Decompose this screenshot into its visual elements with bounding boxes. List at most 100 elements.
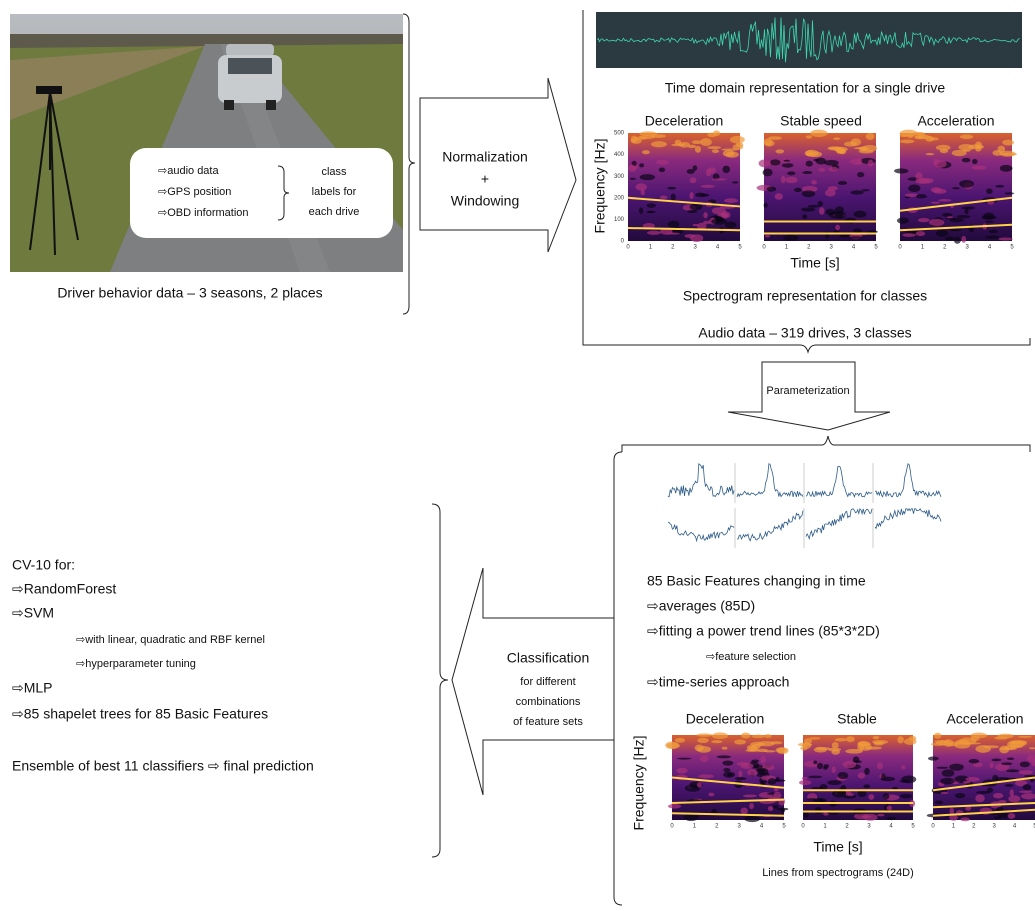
spectrogram-texture (1008, 795, 1020, 802)
spectrogram-texture (952, 150, 967, 156)
x-tick-label: 0 (801, 824, 805, 830)
class-label: labels for (312, 186, 357, 198)
spectrogram-texture (690, 203, 703, 210)
spectrogram (798, 735, 917, 821)
spectrogram-texture (802, 214, 807, 218)
spectrogram-texture (635, 183, 647, 190)
spectrogram-texture (907, 133, 913, 138)
spectrogram-texture (783, 235, 798, 241)
svm-option: ⇨with linear, quadratic and RBF kernel (76, 634, 265, 646)
spectrogram-texture (986, 188, 992, 193)
spectrogram-caption: Spectrogram representation for classes (683, 288, 927, 304)
spectrogram-texture (864, 768, 869, 775)
spectrogram-texture (697, 782, 702, 788)
spectrogram-texture (873, 736, 880, 740)
spectrogram-texture (825, 209, 835, 215)
spectrogram-texture (659, 168, 665, 173)
spectrogram-texture (775, 779, 786, 782)
spectrogram-texture (646, 211, 655, 213)
x-tick-label: 2 (715, 824, 719, 830)
spectrogram-texture (832, 742, 839, 749)
spectrogram-texture (749, 803, 754, 809)
spectrogram-texture (744, 815, 760, 822)
x-tick-label: 2 (671, 245, 675, 251)
spectrogram-texture (900, 794, 912, 798)
feature-item: ⇨fitting a power trend lines (85*3*2D) (647, 623, 880, 639)
spectrogram-texture (639, 207, 643, 214)
spectrogram-texture (810, 130, 828, 137)
spectrogram-texture (832, 767, 836, 773)
photo-caption: Driver behavior data – 3 seasons, 2 plac… (57, 285, 322, 301)
spectrogram-texture (850, 190, 863, 194)
spectrogram-texture (770, 159, 781, 165)
x-tick-label: 2 (807, 245, 811, 251)
spectrogram-texture (825, 231, 829, 238)
spectrogram-texture (897, 218, 909, 224)
spectrogram-texture (717, 213, 728, 216)
spectrogram-texture (1019, 770, 1033, 774)
spectrogram-texture (684, 234, 695, 238)
spectrogram-texture (806, 135, 812, 138)
spectrogram-texture (933, 159, 940, 165)
spectrogram-texture (865, 746, 882, 749)
spectrogram-texture (887, 817, 897, 820)
spectrogram-texture (736, 142, 744, 147)
spectrogram-texture (695, 146, 701, 153)
spectrogram-texture (828, 167, 838, 172)
spectrogram-texture (863, 784, 870, 788)
spectrogram-texture (881, 773, 886, 780)
panel-caption: Lines from spectrograms (24D) (762, 867, 914, 879)
spectrogram-texture (900, 134, 908, 137)
spectrogram-texture (975, 794, 984, 802)
spectrogram-texture (1001, 762, 1012, 765)
class-title: Stable (837, 711, 877, 727)
classifier-item: ⇨MLP (12, 680, 53, 696)
spectrogram-texture (689, 192, 693, 199)
spectrogram-texture (995, 185, 1004, 188)
spectrogram-texture (954, 237, 961, 244)
spectrogram-texture (690, 177, 697, 183)
spectrogram-texture (935, 800, 944, 804)
spectrogram-texture (732, 181, 738, 183)
spectrogram-texture (916, 231, 925, 236)
spectrogram-texture (968, 144, 984, 149)
spectrogram-texture (677, 758, 691, 760)
spectrogram-texture (857, 172, 864, 177)
x-tick-label: 4 (716, 245, 720, 251)
spectrogram-texture (692, 140, 702, 144)
spectrogram-texture (873, 742, 884, 746)
spectrogram-texture (1010, 740, 1027, 744)
spectrogram-texture (831, 749, 840, 755)
step-label: + (481, 171, 489, 187)
spectrogram-texture (668, 221, 680, 228)
spectrogram-texture (849, 236, 864, 238)
spectrogram-texture (844, 141, 857, 146)
spectrogram-texture (743, 794, 757, 797)
spectrogram-texture (838, 181, 847, 185)
spectrogram-texture (800, 746, 807, 750)
x-tick-label: 1 (921, 245, 925, 251)
spectrogram-texture (712, 178, 727, 180)
spectrogram-texture (861, 816, 872, 818)
spectrogram-texture (1023, 784, 1032, 790)
spectrogram-texture (858, 158, 862, 164)
spectrogram-texture (839, 235, 851, 238)
spectrogram-texture (853, 229, 862, 233)
x-tick-label: 1 (649, 245, 653, 251)
classifier-item: ⇨SVM (12, 605, 54, 621)
spectrogram-texture (971, 732, 988, 738)
spectrogram-texture (806, 150, 814, 156)
photo (10, 14, 403, 272)
y-tick-label: 0 (621, 239, 625, 245)
x-tick-label: 5 (1010, 245, 1014, 251)
class-title: Stable speed (780, 113, 862, 129)
spectrogram-texture (928, 756, 939, 760)
spectrogram-texture (828, 186, 838, 191)
feature-curve (806, 509, 872, 539)
spectrogram-texture (765, 235, 770, 238)
feature-curve (737, 511, 803, 541)
spectrogram-texture (964, 209, 968, 214)
spectrogram-texture (1010, 789, 1014, 796)
data-item: ⇨audio data (158, 165, 219, 177)
spectrogram-texture (773, 792, 781, 799)
